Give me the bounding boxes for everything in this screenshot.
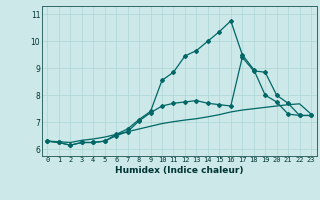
X-axis label: Humidex (Indice chaleur): Humidex (Indice chaleur) bbox=[115, 166, 244, 175]
